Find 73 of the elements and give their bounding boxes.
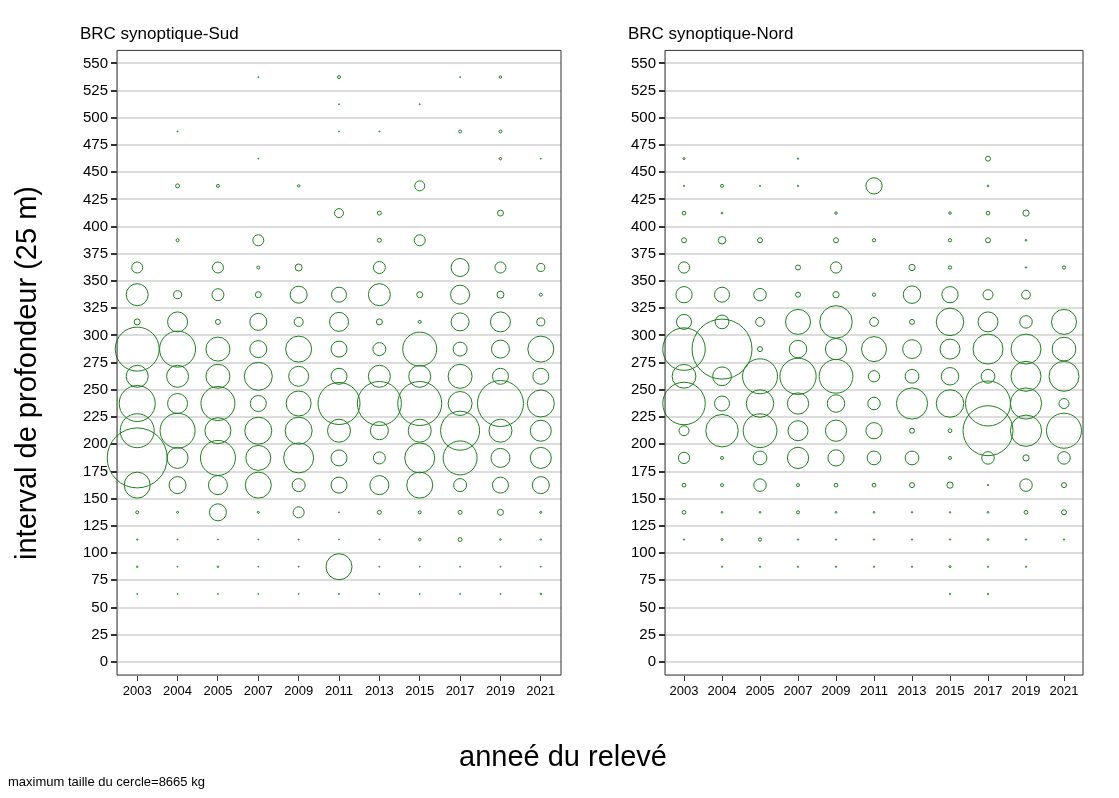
y-tick-label: 0 [99, 652, 109, 670]
y-tick-label: 500 [83, 108, 109, 126]
y-tick-label: 225 [631, 407, 657, 425]
y-tick-label: 525 [631, 80, 657, 98]
y-tick-label: 300 [631, 325, 657, 343]
y-tick-label: 25 [639, 624, 657, 642]
x-tick-label: 2011 [860, 683, 888, 699]
x-tick-label: 2005 [745, 683, 775, 699]
x-tick-label: 2015 [405, 683, 435, 699]
y-tick-label: 100 [83, 543, 109, 561]
y-tick-label: 275 [83, 352, 109, 370]
y-tick-label: 325 [631, 298, 657, 316]
text: maximum taille du cercle=8665 kg [8, 774, 205, 789]
x-tick-label: 2009 [821, 683, 851, 699]
y-tick-label: 550 [631, 53, 657, 71]
y-tick-label: 500 [631, 108, 657, 126]
y-tick-label: 300 [83, 325, 109, 343]
y-tick-label: 0 [647, 652, 657, 670]
chart-title: BRC synoptique-Sud [80, 23, 239, 43]
y-tick-label: 125 [631, 516, 657, 534]
y-tick-label: 550 [83, 53, 109, 71]
y-tick-label: 400 [83, 216, 109, 234]
y-tick-label: 75 [639, 570, 657, 588]
y-tick-label: 475 [83, 135, 109, 153]
y-tick-label: 75 [91, 570, 109, 588]
y-tick-label: 250 [83, 380, 109, 398]
y-axis-title: interval de profondeur (25 m) [9, 186, 43, 560]
y-tick-label: 200 [631, 434, 657, 452]
y-tick-label: 325 [83, 298, 109, 316]
x-tick-label: 2021 [1049, 683, 1079, 699]
y-tick-label: 175 [631, 461, 657, 479]
y-tick-label: 150 [631, 488, 657, 506]
x-tick-label: 2009 [284, 683, 314, 699]
y-tick-label: 200 [83, 434, 109, 452]
x-tick-label: 2007 [783, 683, 813, 699]
x-tick-label: 2003 [122, 683, 152, 699]
y-tick-label: 100 [631, 543, 657, 561]
y-tick-label: 425 [631, 189, 657, 207]
y-tick-label: 450 [631, 162, 657, 180]
x-tick-label: 2004 [707, 683, 737, 699]
y-tick-label: 375 [83, 244, 109, 262]
y-tick-label: 475 [631, 135, 657, 153]
y-tick-label: 250 [631, 380, 657, 398]
x-tick-label: 2019 [486, 683, 515, 699]
y-tick-label: 150 [83, 488, 109, 506]
x-tick-label: 2017 [973, 683, 1003, 699]
y-tick-label: 525 [83, 80, 109, 98]
y-tick-label: 425 [83, 189, 109, 207]
y-tick-label: 450 [83, 162, 109, 180]
x-tick-label: 2007 [243, 683, 273, 699]
y-tick-label: 275 [631, 352, 657, 370]
y-tick-label: 350 [631, 271, 657, 289]
y-tick-label: 175 [83, 461, 109, 479]
y-tick-label: 50 [639, 597, 657, 615]
x-tick-label: 2015 [935, 683, 965, 699]
y-tick-label: 50 [91, 597, 109, 615]
x-axis-title: anneé du relevé [458, 740, 668, 773]
y-tick-label: 350 [83, 271, 109, 289]
x-tick-label: 2013 [364, 683, 394, 699]
y-tick-label: 125 [83, 516, 109, 534]
x-tick-label: 2019 [1011, 683, 1041, 699]
y-tick-label: 25 [91, 624, 109, 642]
x-tick-label: 2017 [445, 683, 475, 699]
x-tick-label: 2005 [203, 683, 233, 699]
x-tick-label: 2003 [669, 683, 699, 699]
chart-title: BRC synoptique-Nord [628, 23, 794, 43]
y-tick-label: 225 [83, 407, 109, 425]
y-tick-label: 375 [631, 244, 657, 262]
x-tick-label: 2021 [526, 683, 556, 699]
x-tick-label: 2004 [163, 683, 193, 699]
x-tick-label: 2013 [897, 683, 927, 699]
y-tick-label: 400 [631, 216, 657, 234]
x-tick-label: 2011 [325, 683, 353, 699]
